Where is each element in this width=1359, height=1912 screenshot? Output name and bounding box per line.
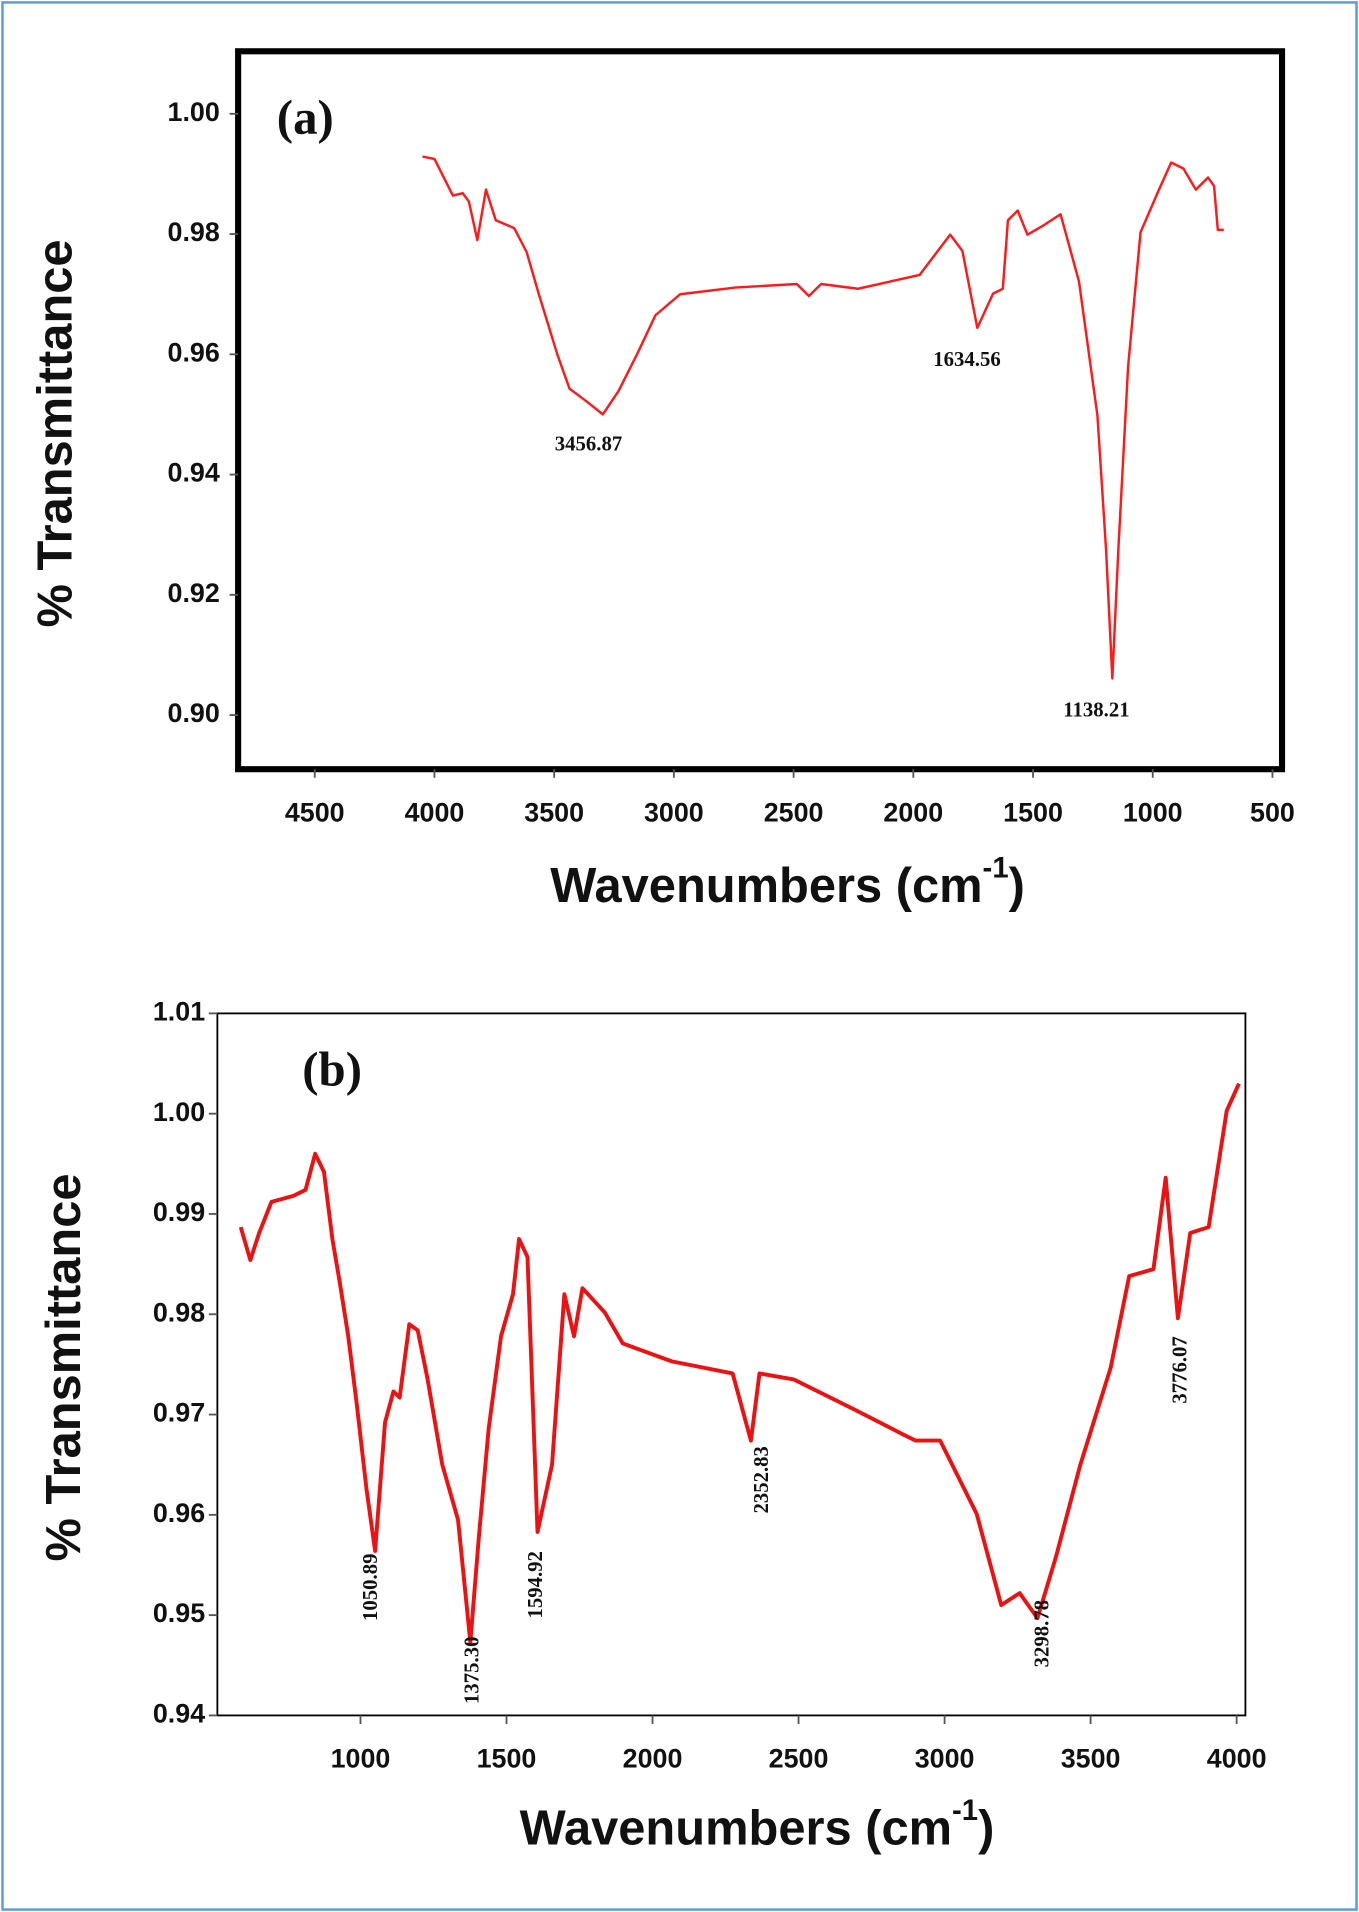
x-axis-label: Wavenumbers (cm-1): [550, 851, 1025, 913]
x-tick-label: 1500: [477, 1744, 537, 1774]
x-tick-label: 2500: [764, 797, 824, 827]
y-tick-label: 0.96: [153, 1498, 205, 1528]
peak-annotation: 1594.92: [525, 1551, 547, 1618]
plot-frame: [235, 48, 1286, 773]
panel-label: (b): [302, 1042, 362, 1097]
peak-annotation: 3456.87: [555, 433, 622, 455]
y-tick-label: 0.98: [153, 1297, 205, 1327]
plot-frame: [216, 1012, 1247, 1717]
x-tick-label: 3500: [1061, 1744, 1121, 1774]
y-tick-label: 0.90: [168, 698, 220, 728]
y-tick-label: 0.96: [168, 337, 220, 367]
y-axis-label: % Transmittance: [37, 1173, 91, 1561]
x-tick-label: 3500: [524, 797, 584, 827]
peak-annotation: 1375.30: [462, 1637, 484, 1704]
y-tick-label: 1.00: [168, 97, 220, 127]
peak-annotation: 2352.83: [751, 1446, 773, 1513]
spectrum-line: [238, 1082, 1241, 1645]
x-tick-label: 2000: [623, 1744, 683, 1774]
x-tick-label: 2500: [769, 1744, 829, 1774]
peak-annotation: 1138.21: [1063, 700, 1129, 722]
x-axis-label-end: ): [978, 1801, 994, 1855]
x-tick-label: 1000: [331, 1744, 391, 1774]
panel-label: (a): [277, 89, 334, 144]
x-tick-label: 4500: [285, 797, 345, 827]
y-tick-label: 0.95: [153, 1598, 205, 1628]
peak-annotation: 3776.07: [1170, 1336, 1192, 1403]
x-tick-label: 1500: [1003, 797, 1063, 827]
peak-annotation: 3298.78: [1032, 1600, 1054, 1667]
x-axis-label-sup: -1: [952, 1794, 978, 1827]
x-tick-label: 3000: [644, 797, 704, 827]
spectrum-line: [422, 155, 1224, 680]
y-tick-label: 0.99: [153, 1197, 205, 1227]
y-tick-label: 0.97: [153, 1398, 205, 1428]
x-tick-label: 1000: [1123, 797, 1183, 827]
y-tick-label: 0.98: [168, 217, 220, 247]
peak-annotation: 1634.56: [933, 349, 1000, 371]
y-tick-label: 1.01: [153, 996, 205, 1026]
x-tick-label: 4000: [1207, 1744, 1267, 1774]
x-tick-label: 2000: [883, 797, 943, 827]
x-axis-label-end: ): [1009, 859, 1025, 913]
y-tick-label: 1.00: [153, 1097, 205, 1127]
y-tick-label: 0.92: [168, 578, 220, 608]
y-axis-label: % Transmittance: [29, 239, 83, 627]
x-tick-label: 500: [1250, 797, 1295, 827]
x-axis-label-sup: -1: [983, 851, 1009, 884]
x-axis-label-text: Wavenumbers (cm: [550, 859, 982, 913]
x-axis-label-text: Wavenumbers (cm: [520, 1801, 952, 1855]
y-tick-label: 0.94: [168, 458, 220, 488]
y-tick-label: 0.94: [153, 1699, 205, 1729]
x-tick-label: 3000: [915, 1744, 975, 1774]
x-axis-label: Wavenumbers (cm-1): [520, 1794, 995, 1856]
x-tick-label: 4000: [405, 797, 465, 827]
peak-annotation: 1050.89: [360, 1554, 382, 1621]
